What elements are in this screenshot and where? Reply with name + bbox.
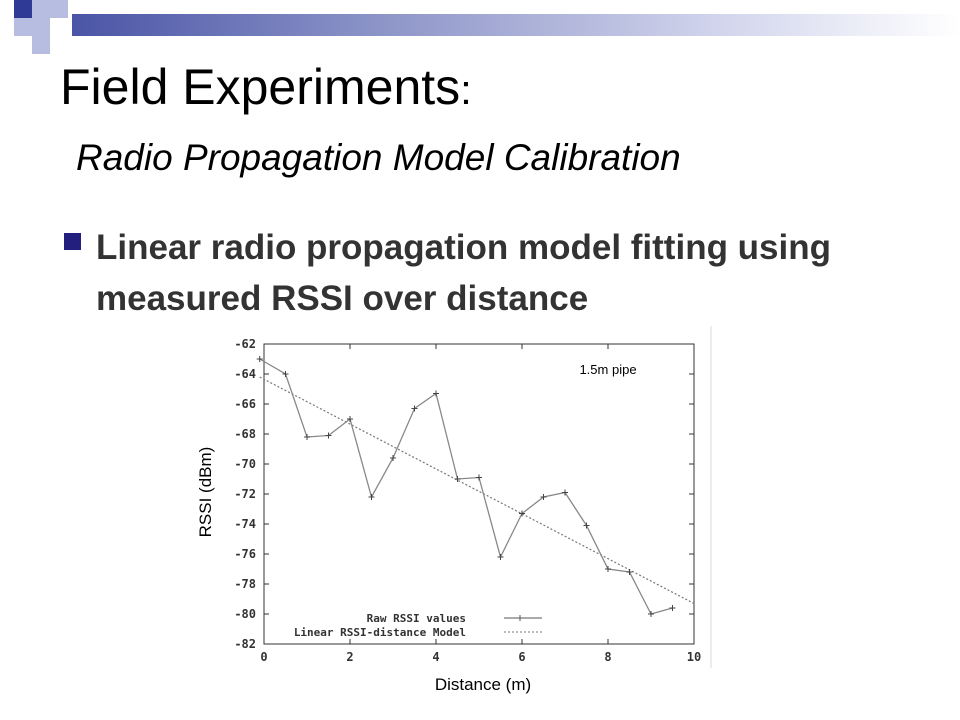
y-tick-label: -80 — [234, 607, 256, 621]
slide-subtitle: Radio Propagation Model Calibration — [76, 137, 681, 178]
y-tick-label: -74 — [234, 517, 256, 531]
raw-rssi-point — [540, 494, 547, 500]
chart-area: -62 -64 -66 -68 -70 -72 -74 -76 -78 -80 -82 0 2 4 6 8 10… — [216, 326, 712, 668]
x-tick-label: 10 — [687, 650, 701, 664]
raw-rssi-point — [325, 432, 332, 439]
bullet-text: Linear radio propagation model fitting u… — [96, 228, 831, 318]
raw-rssi-point — [411, 405, 418, 412]
y-tick-label: -70 — [234, 457, 256, 471]
x-tick-label: 0 — [260, 650, 267, 664]
slide-title: Field Experiments: — [60, 62, 472, 112]
x-tick-label: 6 — [518, 650, 525, 664]
bullet-marker — [64, 233, 81, 250]
y-tick-label: -78 — [234, 577, 256, 591]
raw-rssi-point — [562, 489, 568, 496]
raw-rssi-point — [282, 371, 289, 377]
x-axis-label: Distance (m) — [434, 675, 532, 694]
y-axis-label: RSSI (dBm) — [196, 446, 215, 538]
raw-rssi-point — [347, 416, 353, 422]
raw-rssi-point — [583, 522, 590, 529]
raw-rssi-point — [605, 566, 611, 572]
raw-rssi-point — [669, 605, 676, 611]
x-tick-label: 8 — [604, 650, 611, 664]
chart-annotation: 1.5m pipe — [579, 362, 636, 377]
corner-decoration — [0, 0, 68, 54]
slide-title-colon: : — [460, 66, 472, 113]
raw-rssi-point — [454, 476, 461, 482]
raw-rssi-point — [497, 554, 504, 560]
x-tick-label: 4 — [432, 650, 439, 664]
legend-label: Raw RSSI values — [367, 612, 466, 625]
raw-rssi-point — [519, 510, 525, 517]
x-tick-label: 2 — [346, 650, 353, 664]
raw-rssi-point — [648, 611, 654, 617]
raw-rssi-point — [626, 569, 633, 575]
y-tick-label: -68 — [234, 427, 256, 441]
raw-rssi-point — [433, 390, 439, 397]
raw-rssi-point — [256, 356, 263, 362]
raw-rssi-line — [259, 358, 673, 615]
y-tick-label: -72 — [234, 487, 256, 501]
raw-rssi-point — [304, 434, 310, 440]
header-gradient-bar — [72, 14, 960, 36]
raw-rssi-point — [390, 455, 396, 461]
legend-label: Linear RSSI-distance Model — [294, 626, 466, 639]
raw-rssi-point — [476, 474, 482, 481]
rssi-chart: -62 -64 -66 -68 -70 -72 -74 -76 -78 -80 -82 0 2 4 6 8 10… — [234, 337, 701, 664]
y-tick-label: -66 — [234, 397, 256, 411]
y-tick-label: -76 — [234, 547, 256, 561]
y-tick-label: -62 — [234, 337, 256, 351]
model-line — [259, 376, 695, 605]
y-tick-label: -82 — [234, 637, 256, 651]
slide-title-text: Field Experiments — [60, 59, 461, 115]
raw-rssi-point — [368, 494, 375, 500]
plot-border — [263, 343, 695, 645]
y-tick-label: -64 — [234, 367, 256, 381]
